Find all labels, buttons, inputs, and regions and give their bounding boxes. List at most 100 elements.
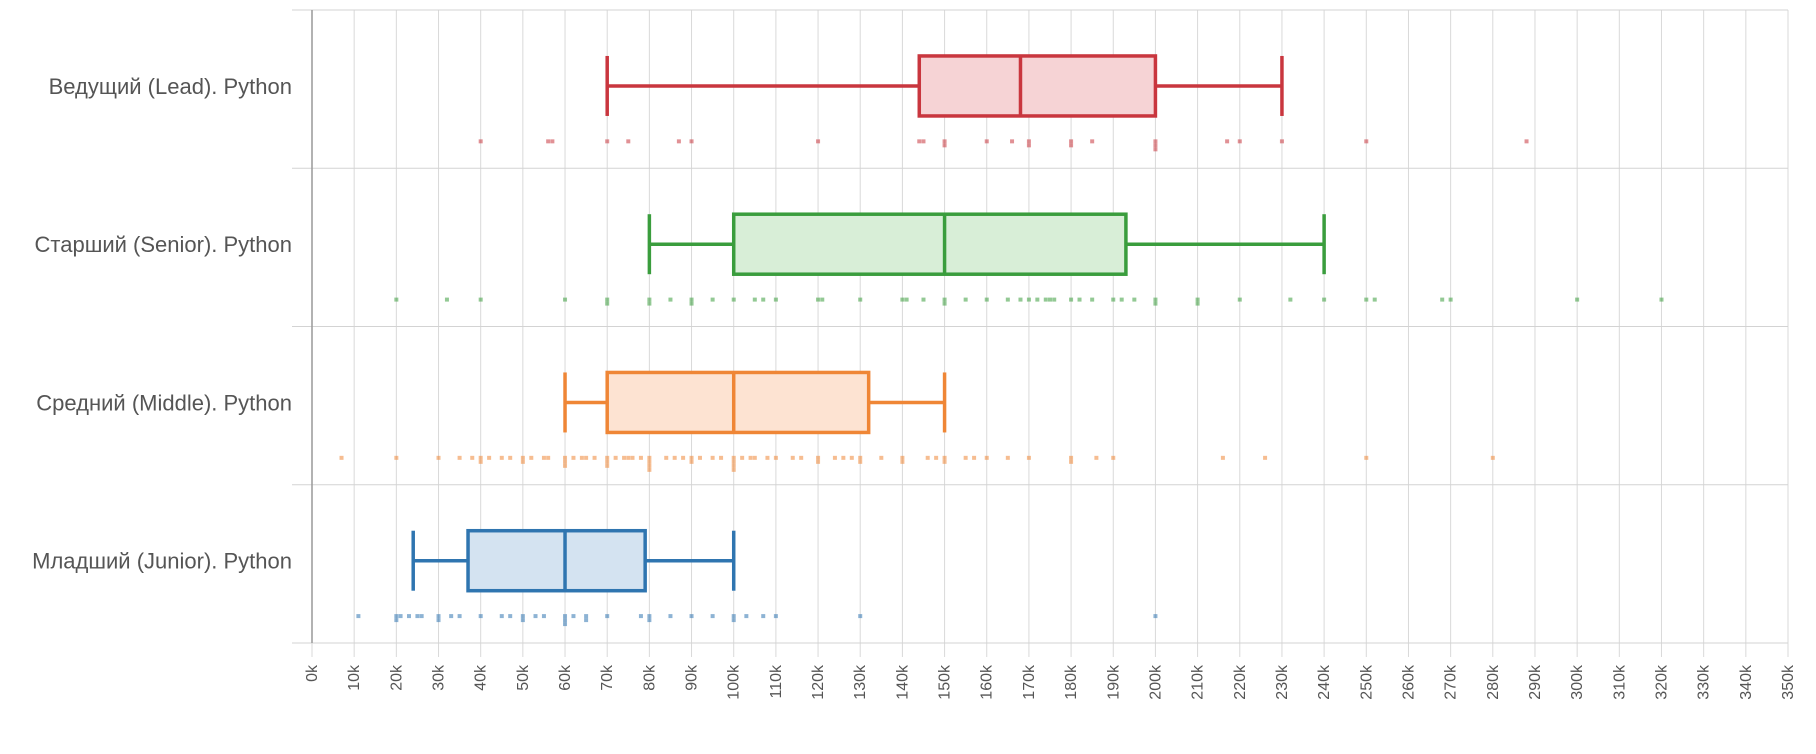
x-tick-label: 100k: [726, 664, 743, 700]
data-point: [520, 614, 525, 619]
data-point: [1153, 614, 1158, 619]
data-point: [579, 455, 584, 460]
data-point: [563, 459, 568, 464]
data-point: [744, 614, 749, 619]
data-point: [984, 455, 989, 460]
data-point: [942, 455, 947, 460]
data-point: [1153, 297, 1158, 302]
data-point: [1659, 297, 1664, 302]
data-point: [541, 455, 546, 460]
data-point: [773, 455, 778, 460]
data-point: [1111, 455, 1116, 460]
data-point: [676, 139, 681, 144]
data-point: [1153, 143, 1158, 148]
data-point: [1005, 297, 1010, 302]
data-point: [592, 455, 597, 460]
data-point: [1490, 455, 1495, 460]
data-point: [731, 297, 736, 302]
data-point: [546, 139, 551, 144]
category-label: Средний (Middle). Python: [36, 390, 292, 415]
data-point: [752, 297, 757, 302]
data-point: [963, 297, 968, 302]
data-point: [790, 455, 795, 460]
data-point: [900, 297, 905, 302]
data-point: [1069, 139, 1074, 144]
x-tick-label: 260k: [1400, 664, 1417, 700]
category-label: Ведущий (Lead). Python: [49, 74, 292, 99]
data-point: [1322, 297, 1327, 302]
data-point: [563, 618, 568, 623]
data-point: [508, 614, 513, 619]
data-point: [478, 614, 483, 619]
data-point: [761, 297, 766, 302]
data-point: [689, 614, 694, 619]
x-tick-label: 170k: [1021, 664, 1038, 700]
data-point: [858, 459, 863, 464]
x-tick-label: 40k: [473, 664, 490, 691]
category-labels: Ведущий (Lead). Python Старший (Senior). …: [32, 74, 292, 574]
data-point: [1018, 297, 1023, 302]
data-point: [563, 614, 568, 619]
data-point: [984, 139, 989, 144]
data-point: [942, 459, 947, 464]
data-point: [550, 139, 555, 144]
data-point: [394, 614, 399, 619]
data-point: [1195, 297, 1200, 302]
data-point: [622, 455, 627, 460]
data-point: [740, 455, 745, 460]
data-point: [731, 463, 736, 468]
data-point: [972, 455, 977, 460]
data-point: [394, 618, 399, 623]
data-point: [917, 139, 922, 144]
data-point: [520, 455, 525, 460]
data-point: [1220, 455, 1225, 460]
data-point: [1090, 139, 1095, 144]
data-point: [1077, 297, 1082, 302]
data-point: [563, 463, 568, 468]
data-point: [584, 614, 589, 619]
grid-lines: [292, 9, 1789, 657]
data-point: [478, 455, 483, 460]
x-tick-label: 290k: [1527, 664, 1544, 700]
data-point: [731, 459, 736, 464]
x-tick-label: 350k: [1780, 664, 1797, 700]
data-point: [1237, 297, 1242, 302]
data-point: [398, 614, 403, 619]
data-point: [647, 297, 652, 302]
data-point: [508, 455, 513, 460]
data-point: [647, 614, 652, 619]
data-point: [647, 467, 652, 472]
data-point: [499, 614, 504, 619]
data-point: [520, 459, 525, 464]
data-point: [1035, 297, 1040, 302]
data-point: [942, 143, 947, 148]
data-point: [605, 297, 610, 302]
data-point: [571, 614, 576, 619]
x-tick-label: 240k: [1316, 664, 1333, 700]
data-point: [1119, 297, 1124, 302]
x-tick-label: 50k: [515, 664, 532, 691]
data-point: [457, 614, 462, 619]
iqr-box: [466, 528, 647, 593]
x-tick-label: 60k: [557, 664, 574, 691]
category-label: Старший (Senior). Python: [35, 232, 293, 257]
data-point: [672, 455, 677, 460]
data-point: [1364, 455, 1369, 460]
data-point: [638, 455, 643, 460]
data-point: [546, 455, 551, 460]
iqr-box: [917, 54, 1158, 118]
data-point: [394, 297, 399, 302]
x-tick-label: 340k: [1738, 664, 1755, 700]
data-point: [984, 297, 989, 302]
data-point: [765, 455, 770, 460]
data-point: [520, 618, 525, 623]
data-point: [533, 614, 538, 619]
data-point: [1069, 459, 1074, 464]
data-point: [449, 614, 454, 619]
data-point: [529, 455, 534, 460]
x-tick-label: 160k: [979, 664, 996, 700]
data-point: [415, 614, 420, 619]
data-point: [841, 455, 846, 460]
